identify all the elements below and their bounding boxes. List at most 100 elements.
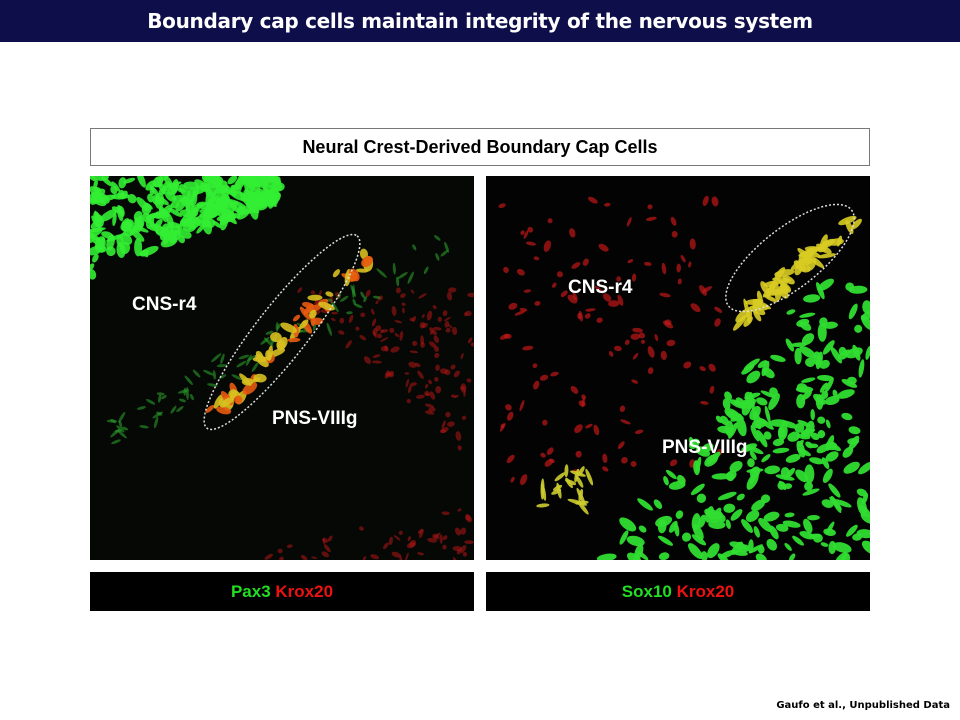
cell [183, 387, 187, 396]
cell [554, 472, 566, 482]
cell [821, 240, 833, 248]
cell [856, 488, 868, 497]
cell [689, 238, 696, 250]
cell [218, 188, 238, 194]
cell [170, 405, 177, 414]
stain-red: Krox20 [676, 582, 735, 601]
cell [833, 499, 852, 508]
cell [775, 523, 789, 532]
cell [457, 508, 462, 512]
cell [270, 332, 282, 343]
cell [762, 283, 777, 298]
cell [632, 327, 643, 333]
cell [435, 364, 440, 371]
cell [688, 261, 692, 268]
cell [435, 252, 440, 261]
cell [632, 353, 639, 360]
cell [803, 248, 815, 262]
cell [106, 234, 115, 251]
cell [339, 295, 349, 302]
cell [825, 451, 839, 462]
cell [215, 211, 230, 220]
cell [118, 411, 126, 423]
cell [525, 241, 536, 246]
cell [671, 230, 678, 238]
cell [711, 196, 719, 207]
cell [216, 364, 228, 368]
cell [567, 294, 578, 304]
cell [507, 411, 514, 421]
cells-left [90, 176, 474, 560]
cell [349, 275, 358, 282]
cell [136, 176, 146, 188]
cell [434, 235, 441, 241]
cell [638, 332, 646, 339]
cell [460, 544, 467, 554]
cell [362, 556, 367, 560]
cell [841, 412, 853, 421]
cell [602, 453, 608, 464]
cell [700, 551, 708, 560]
cell [106, 246, 116, 257]
cell [784, 512, 795, 518]
cell [794, 423, 805, 433]
cell [354, 303, 363, 309]
cell [409, 382, 417, 387]
cell [444, 320, 450, 328]
title-bar: Boundary cap cells maintain integrity of… [0, 0, 960, 42]
cell [781, 420, 798, 429]
cell [439, 534, 443, 544]
cell [708, 520, 726, 530]
slide-title: Boundary cap cells maintain integrity of… [147, 9, 813, 33]
cell [118, 420, 123, 428]
cell [799, 345, 817, 359]
cell [520, 474, 528, 486]
cell [728, 422, 738, 439]
cell [388, 536, 394, 546]
cell [822, 340, 835, 355]
cell [540, 478, 545, 500]
cell [663, 475, 669, 486]
cell [355, 326, 360, 331]
cell [239, 373, 252, 386]
cell [311, 556, 318, 559]
cell [647, 367, 654, 375]
cell [432, 305, 437, 310]
cell [428, 407, 436, 412]
cell [746, 370, 761, 384]
cell [556, 271, 563, 278]
cell [523, 289, 531, 293]
cell [785, 338, 795, 352]
cell [854, 324, 863, 333]
cell [503, 266, 509, 274]
cell [717, 553, 730, 560]
cell [498, 203, 506, 209]
cell [339, 317, 345, 324]
cell [139, 425, 149, 429]
cell [677, 278, 682, 285]
cell [376, 268, 387, 278]
cell [442, 535, 448, 541]
cell [190, 202, 207, 210]
cell [658, 535, 674, 546]
cell [772, 438, 785, 447]
cell [755, 553, 767, 560]
cell [570, 470, 586, 477]
cell [805, 441, 814, 449]
cell [212, 370, 217, 380]
cell [237, 208, 251, 220]
cell [683, 361, 692, 369]
cell [424, 393, 431, 397]
cell [225, 212, 236, 222]
cell [152, 211, 170, 219]
cell [820, 542, 829, 547]
cell [784, 542, 792, 551]
cell [659, 292, 671, 298]
cell [94, 210, 101, 225]
cell [394, 320, 402, 324]
cell [766, 288, 787, 296]
cell [203, 369, 214, 376]
cell [804, 481, 813, 491]
cell [825, 419, 831, 429]
cell [355, 268, 369, 273]
